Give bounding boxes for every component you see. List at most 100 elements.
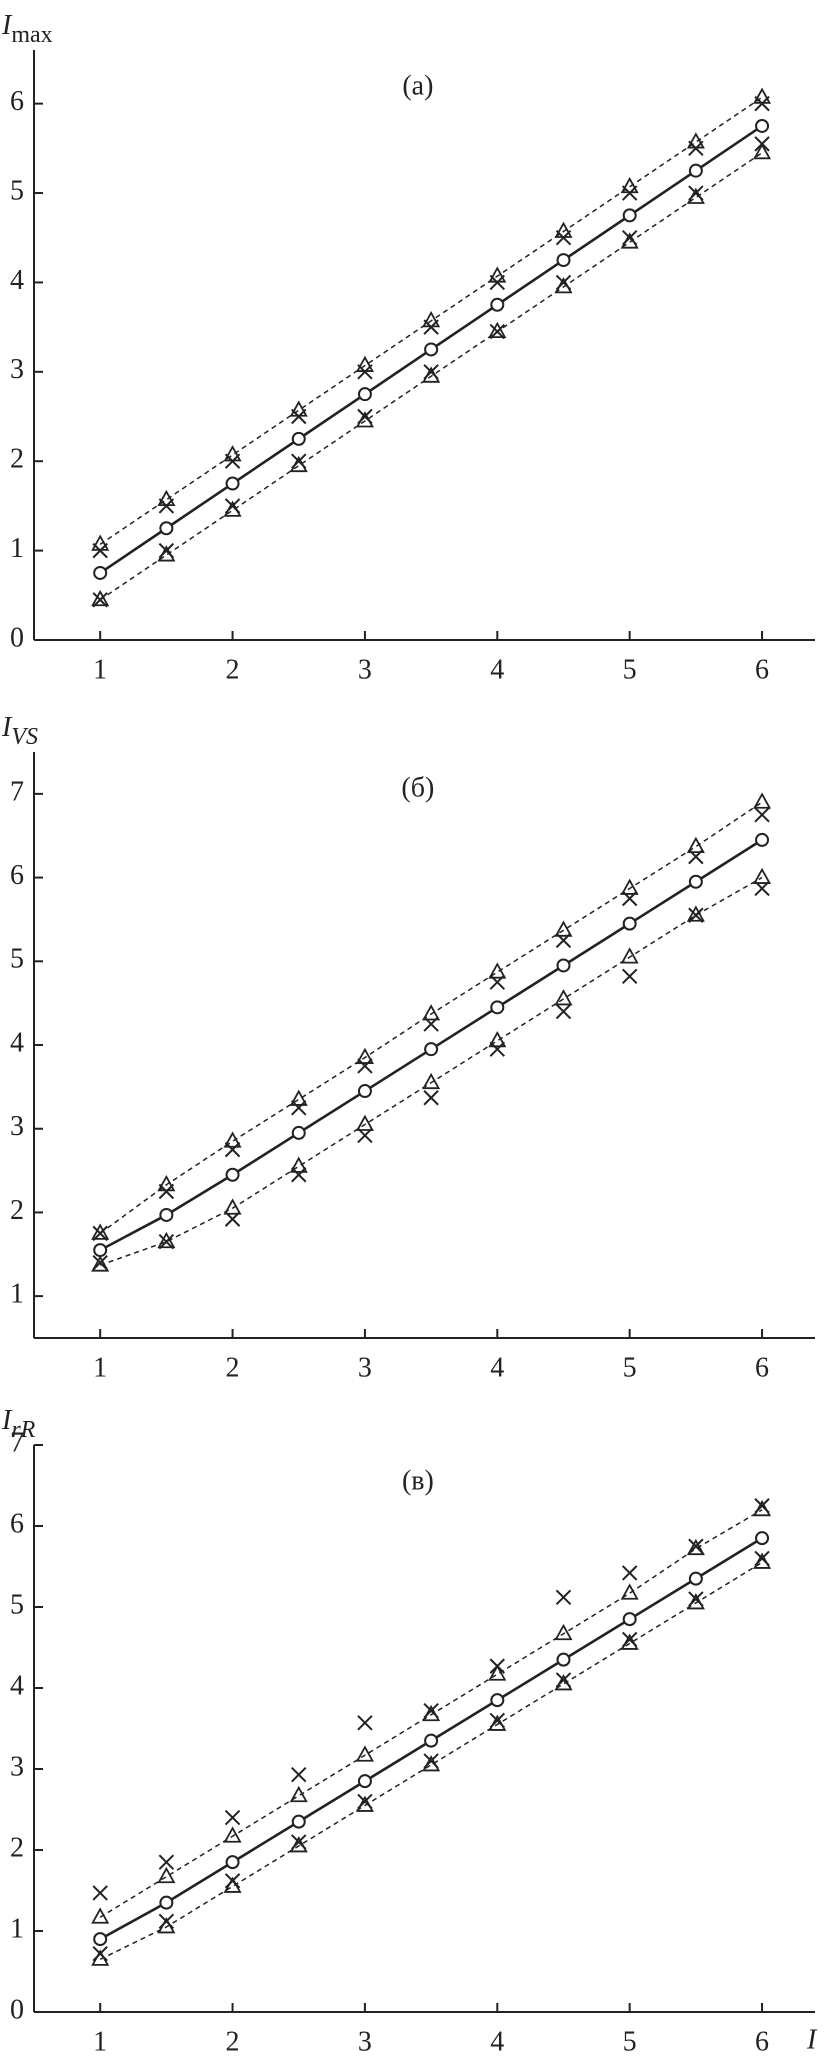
y-tick-label: 2 [10, 1832, 24, 1863]
cross-marker [621, 968, 638, 985]
cross-marker [291, 1834, 307, 1850]
cross-marker [754, 1498, 770, 1514]
triangle-marker [355, 355, 374, 372]
triangle-marker [289, 1785, 308, 1803]
circle-marker [93, 1932, 108, 1947]
cross-marker [357, 408, 373, 425]
cross-marker [158, 1913, 175, 1929]
y-tick-label: 4 [10, 265, 24, 296]
cross-marker [92, 1254, 108, 1271]
series-line [99, 1561, 763, 1961]
cross-marker [92, 1885, 108, 1901]
panel-annotation: (а) [402, 70, 433, 101]
cross-marker [357, 1058, 373, 1074]
x-tick-label: 5 [623, 654, 637, 685]
cross-marker [291, 1100, 307, 1116]
triangle-marker [753, 142, 772, 160]
y-tick-label: 4 [10, 1670, 24, 1701]
cross-marker [754, 807, 770, 823]
circle-marker [291, 1125, 306, 1140]
x-tick-label: 3 [358, 654, 372, 685]
cross-marker [489, 974, 506, 990]
x-tick-label: 4 [490, 654, 504, 685]
triangle-marker [753, 867, 772, 884]
cross-marker [489, 274, 506, 291]
panel-annotation: (б) [401, 772, 434, 803]
y-tick-label: 1 [10, 1279, 24, 1310]
circle-marker [159, 1895, 174, 1910]
circle-marker [490, 1000, 505, 1015]
x-tick-label: 1 [93, 1352, 107, 1383]
triangle-marker [488, 1030, 507, 1048]
y-axis-label: IVS [1, 712, 38, 749]
cross-marker [291, 453, 307, 469]
x-tick-label: 5 [623, 1352, 637, 1383]
cross-marker [489, 1658, 506, 1674]
cross-marker [555, 274, 572, 291]
x-tick-label: 2 [226, 2026, 240, 2057]
triangle-marker [355, 1745, 374, 1762]
y-tick-label: 5 [10, 175, 24, 206]
x-tick-label: 1 [93, 654, 107, 685]
circle-marker [556, 253, 571, 268]
y-label-sub: rR [11, 1417, 35, 1443]
cross-marker [291, 1167, 307, 1183]
cross-marker [423, 1090, 439, 1106]
cross-marker [423, 1016, 439, 1032]
cross-marker [621, 185, 638, 201]
triangle-marker [753, 1499, 772, 1517]
cross-marker [158, 542, 175, 559]
circle-marker [688, 1571, 703, 1586]
cross-marker [555, 1589, 572, 1605]
x-tick-label: 4 [490, 2026, 504, 2057]
cross-marker [92, 1225, 108, 1242]
y-tick-label: 2 [10, 444, 24, 475]
triangle-marker [91, 534, 110, 551]
cross-marker [423, 1753, 439, 1769]
triangle-marker [355, 411, 374, 428]
y-tick-label: 6 [10, 860, 24, 891]
panel: 0 1 2 3 4 5 6 7 1 2 3 4 5 6 IrR (в) I [1, 1405, 818, 2057]
triangle-marker [422, 366, 441, 383]
y-tick-label: 5 [10, 1589, 24, 1620]
x-tick-label: 6 [755, 1352, 769, 1383]
cross-marker [621, 230, 638, 246]
triangle-marker [488, 321, 507, 338]
y-tick-label: 1 [10, 1913, 24, 1944]
cross-marker [224, 1809, 241, 1826]
triangle-marker [686, 1538, 705, 1556]
cross-marker [489, 323, 506, 340]
x-tick-label: 3 [358, 1352, 372, 1383]
panel: 0 1 2 3 4 5 6 1 2 3 4 5 6 Imax (а) [1, 10, 815, 685]
circle-marker [357, 1084, 372, 1099]
triangle-marker [289, 1156, 308, 1173]
y-tick-label: 2 [10, 1195, 24, 1226]
panel: 1 2 3 4 5 6 7 1 2 3 4 5 6 IVS (б) [1, 712, 815, 1383]
cross-marker [291, 1766, 307, 1783]
circle-marker [755, 832, 770, 847]
y-tick-label: 0 [10, 622, 24, 653]
series-line [99, 152, 763, 601]
cross-marker [489, 1041, 506, 1057]
y-tick-label: 3 [10, 1111, 24, 1142]
y-axis-label: IrR [1, 1405, 36, 1442]
triangle-marker [91, 1907, 110, 1924]
y-label-main: I [1, 10, 13, 41]
cross-marker [754, 136, 770, 152]
y-tick-label: 6 [10, 86, 24, 117]
cross-marker [754, 880, 770, 897]
triangle-marker [91, 589, 110, 607]
cross-marker [92, 592, 108, 608]
triangle-marker [355, 1047, 374, 1064]
cross-marker [555, 1003, 572, 1020]
x-axis-label: I [806, 2024, 818, 2055]
circle-marker [291, 1814, 306, 1829]
cross-marker [621, 1565, 638, 1581]
cross-marker [688, 907, 704, 923]
circle-marker [622, 208, 637, 223]
y-tick-label: 7 [10, 1427, 24, 1458]
triangle-marker [620, 947, 639, 964]
triangle-marker [91, 1255, 110, 1272]
panel-annotation: (в) [402, 1465, 434, 1496]
circle-marker [755, 118, 770, 133]
